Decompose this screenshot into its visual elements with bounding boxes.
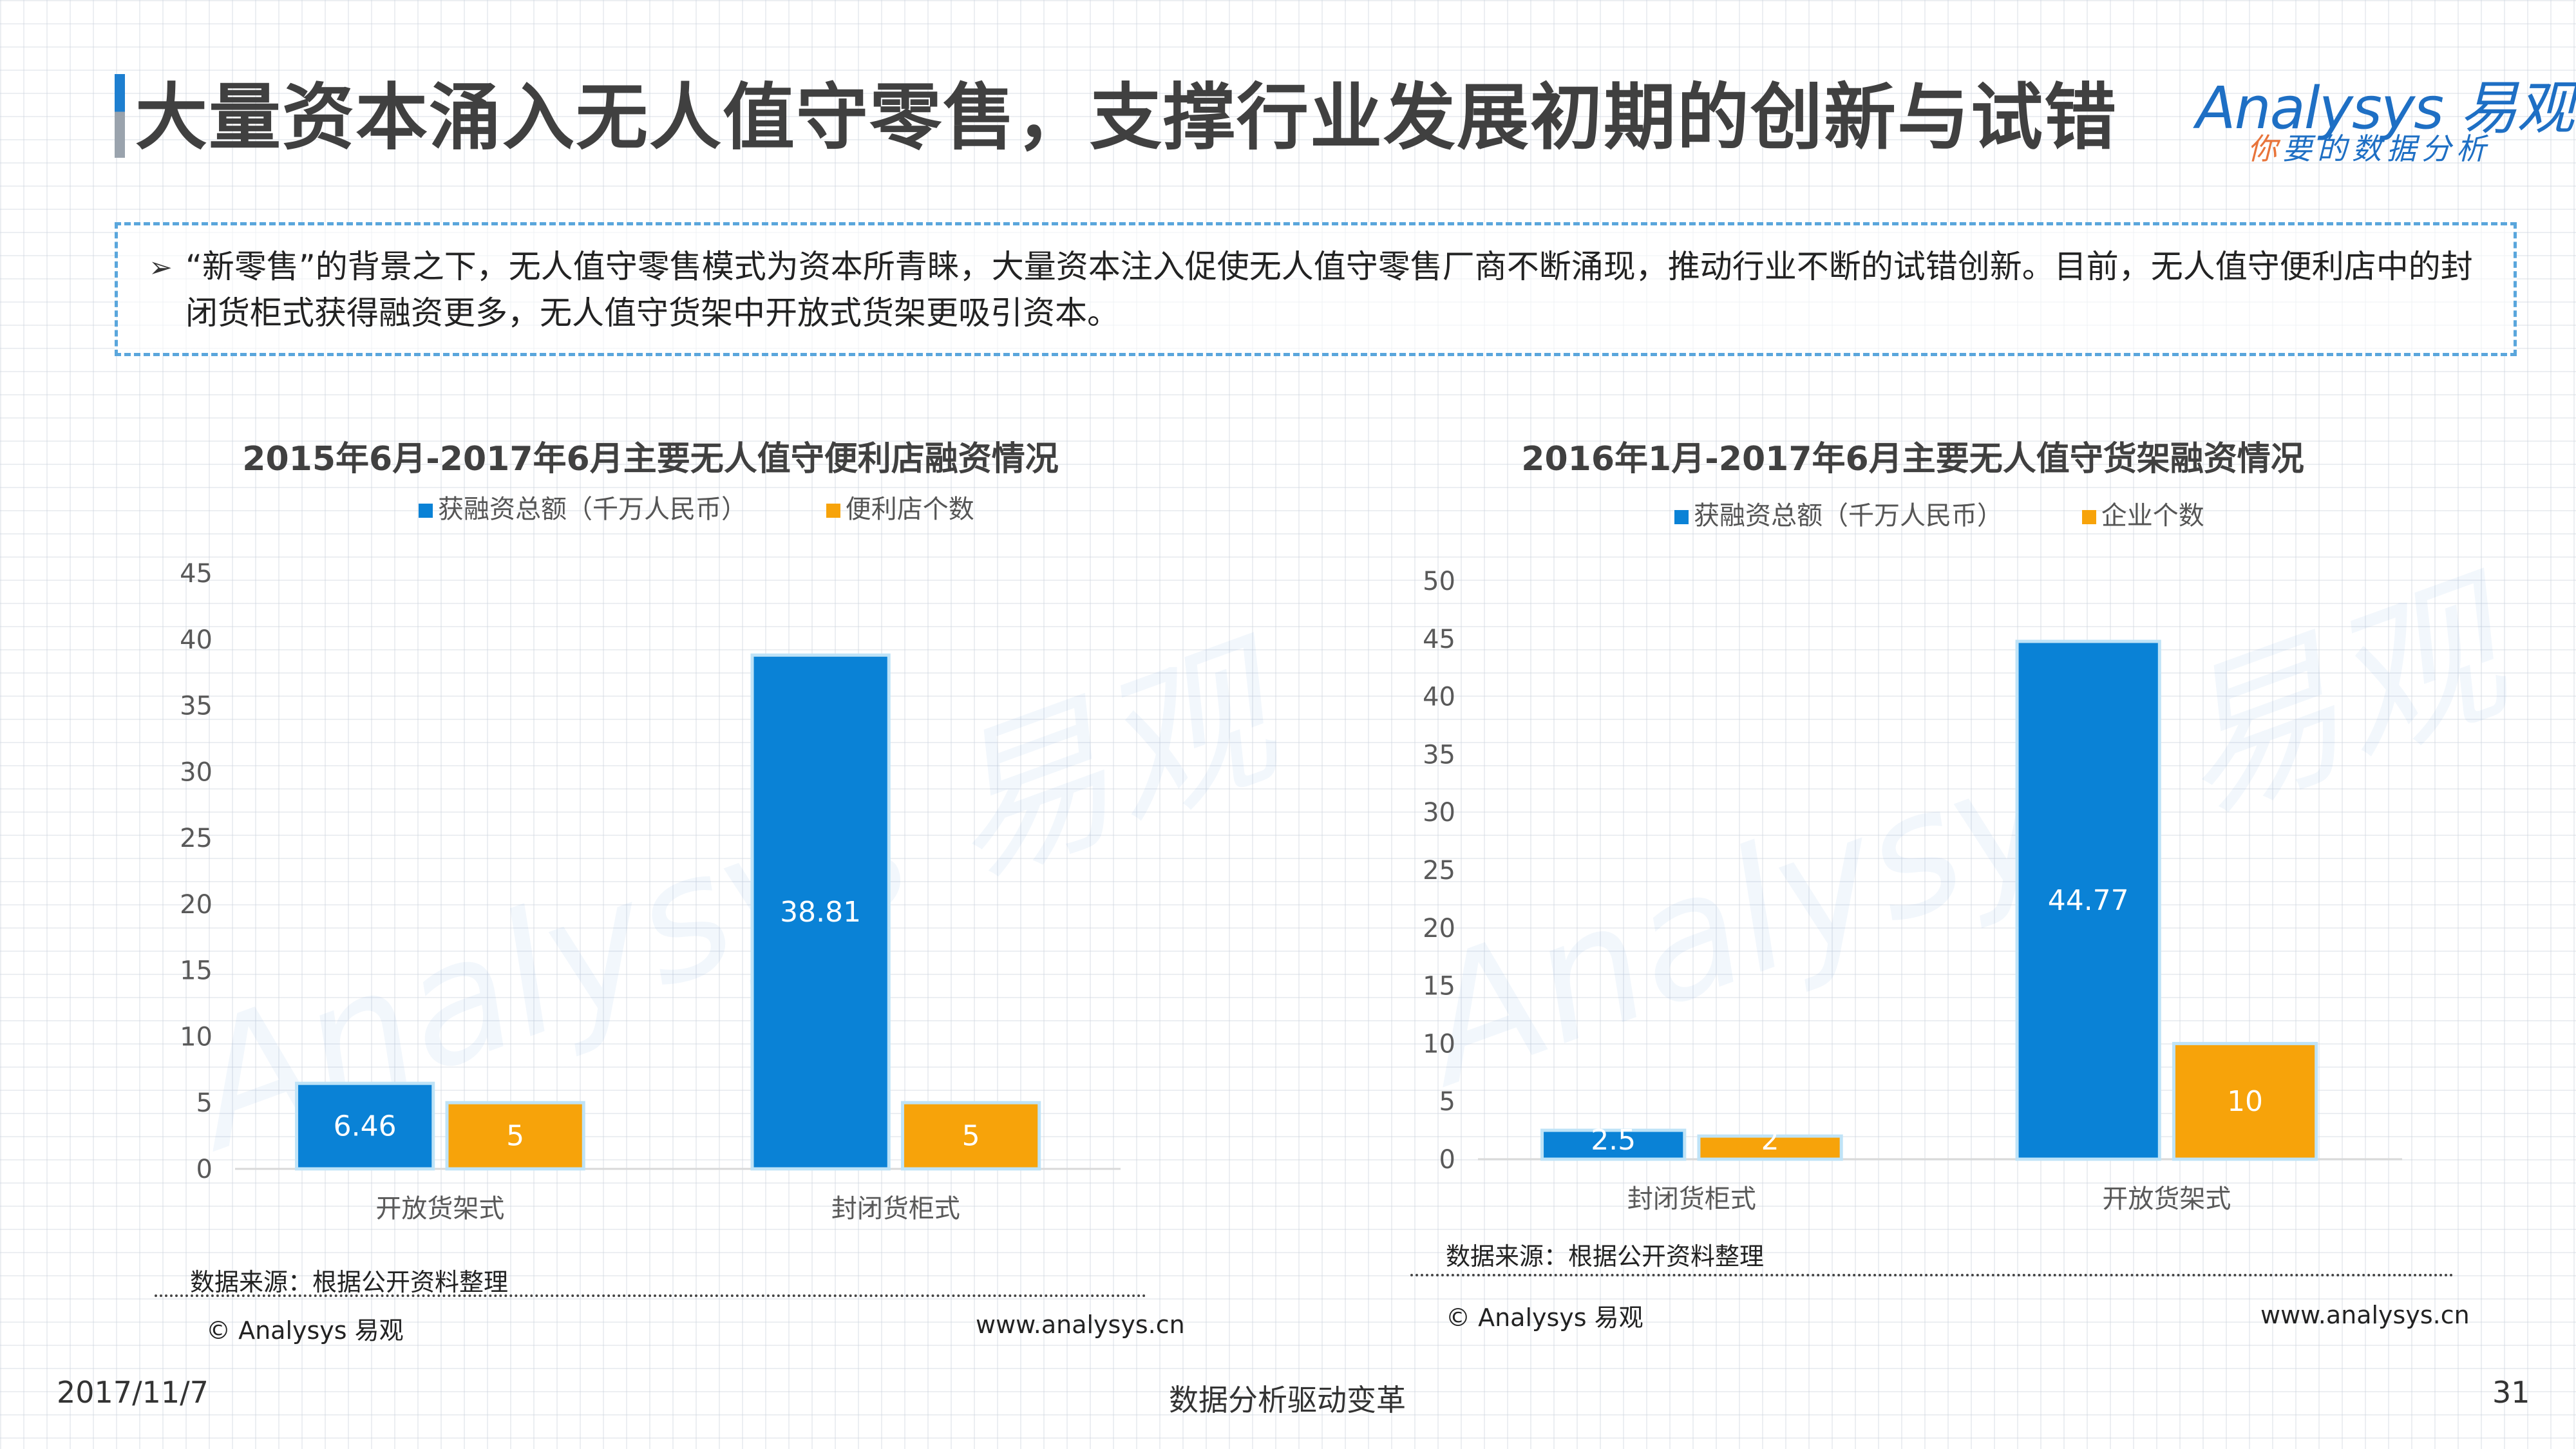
bar — [2172, 1041, 2318, 1161]
bar — [445, 1101, 585, 1171]
chart-title: 2015年6月-2017年6月主要无人值守便利店融资情况 — [242, 440, 1059, 478]
page-number: 31 — [2492, 1375, 2530, 1410]
y-tick-label: 40 — [1423, 683, 1455, 712]
y-tick-label: 20 — [1423, 914, 1455, 943]
summary-text: “新零售”的背景之下，无人值守零售模式为资本所青睐，大量资本注入促使无人值守零售… — [185, 248, 2473, 332]
bar-plot: 0 5 10 15 20 25 30 35 40 45 6.46 5 开放货架式 38.81 5 封闭货柜式 — [180, 559, 1121, 1224]
logo-tagline: 你要的数据分析 — [2248, 126, 2491, 168]
bar — [900, 1101, 1041, 1171]
data-label: 6.46 — [334, 1110, 397, 1143]
y-tick-label: 0 — [196, 1155, 213, 1184]
y-tick-label: 15 — [1423, 972, 1455, 1001]
data-label: 5 — [962, 1120, 980, 1153]
copyright: © Analysys 易观 — [206, 1316, 404, 1345]
chart-title: 2016年1月-2017年6月主要无人值守货架融资情况 — [1521, 440, 2304, 478]
data-label: 38.81 — [780, 896, 861, 929]
y-tick-label: 40 — [180, 625, 213, 655]
legend-item: 获融资总额（千万人民币） — [1674, 501, 2003, 531]
y-tick-label: 30 — [1423, 798, 1455, 828]
legend-item: 企业个数 — [2081, 501, 2204, 531]
y-tick-label: 45 — [180, 559, 213, 589]
x-tick-label: 开放货架式 — [2102, 1184, 2231, 1214]
bullet-arrow-icon: ➢ — [149, 251, 173, 284]
y-tick-label: 10 — [180, 1022, 213, 1052]
divider — [1410, 1274, 2454, 1276]
legend-swatch — [826, 504, 840, 518]
data-label: 44.77 — [2048, 884, 2129, 917]
x-tick-label: 封闭货柜式 — [831, 1194, 960, 1224]
legend-swatch — [1674, 510, 1689, 524]
chart-shelf-funding: 2016年1月-2017年6月主要无人值守货架融资情况 获融资总额（千万人民币）… — [1372, 412, 2531, 1346]
title-accent-bar — [115, 74, 125, 158]
legend-item: 获融资总额（千万人民币） — [419, 495, 747, 524]
summary-box: ➢ “新零售”的背景之下，无人值守零售模式为资本所青睐，大量资本注入促使无人值守… — [115, 222, 2517, 356]
y-tick-label: 25 — [180, 824, 213, 853]
website: www.analysys.cn — [976, 1311, 1185, 1339]
divider — [155, 1294, 1146, 1297]
chart-legend: 获融资总额（千万人民币） 便利店个数 — [419, 488, 1045, 526]
copyright: © Analysys 易观 — [1446, 1303, 1643, 1332]
legend-label: 获融资总额（千万人民币） — [1694, 501, 2003, 531]
y-tick-label: 50 — [1423, 567, 1455, 596]
y-tick-label: 15 — [180, 956, 213, 986]
bar — [2015, 639, 2161, 1161]
page-title: 大量资本涌入无人值守零售，支撑行业发展初期的创新与试错 — [135, 76, 2117, 160]
y-tick-label: 0 — [1439, 1145, 1455, 1175]
legend-item: 便利店个数 — [826, 495, 974, 524]
y-tick-label: 35 — [180, 692, 213, 721]
logo-brand: Analysys 易观 — [2196, 75, 2575, 142]
footer-date: 2017/11/7 — [57, 1375, 209, 1410]
chart-legend: 获融资总额（千万人民币） 企业个数 — [1674, 495, 2275, 532]
legend-swatch — [2081, 510, 2096, 524]
y-tick-label: 35 — [1423, 740, 1455, 770]
chart-convenience-store-funding: 2015年6月-2017年6月主要无人值守便利店融资情况 获融资总额（千万人民币… — [129, 412, 1185, 1346]
data-source: 数据来源：根据公开资料整理 — [190, 1268, 509, 1296]
x-tick-label: 封闭货柜式 — [1627, 1184, 1756, 1214]
legend-label: 获融资总额（千万人民币） — [438, 495, 747, 524]
y-tick-label: 10 — [1423, 1029, 1455, 1059]
y-tick-label: 30 — [180, 757, 213, 787]
y-tick-label: 25 — [1423, 856, 1455, 886]
logo-tagline-first: 你 — [2248, 131, 2282, 166]
legend-swatch — [419, 504, 433, 518]
legend-label: 企业个数 — [2101, 501, 2204, 531]
bar — [750, 653, 891, 1171]
bar — [1697, 1134, 1843, 1161]
y-tick-label: 5 — [196, 1088, 213, 1118]
y-tick-label: 5 — [1439, 1087, 1455, 1117]
legend-label: 便利店个数 — [845, 495, 974, 524]
y-tick-label: 45 — [1423, 625, 1455, 654]
x-tick-label: 开放货架式 — [375, 1194, 504, 1224]
bar — [295, 1081, 435, 1171]
data-label: 5 — [506, 1120, 524, 1153]
y-tick-label: 20 — [180, 890, 213, 920]
data-label: 2.5 — [1591, 1124, 1636, 1157]
website: www.analysys.cn — [2260, 1301, 2470, 1329]
logo-tagline-rest: 要的数据分析 — [2282, 131, 2491, 166]
bar — [1540, 1128, 1687, 1161]
data-label: 10 — [2227, 1085, 2263, 1118]
data-label: 2 — [1761, 1124, 1779, 1157]
data-source: 数据来源：根据公开资料整理 — [1446, 1242, 1765, 1271]
footer-slogan: 数据分析驱动变革 — [1169, 1383, 1406, 1417]
analysys-logo: Analysys 易观 你要的数据分析 — [2196, 61, 2575, 171]
